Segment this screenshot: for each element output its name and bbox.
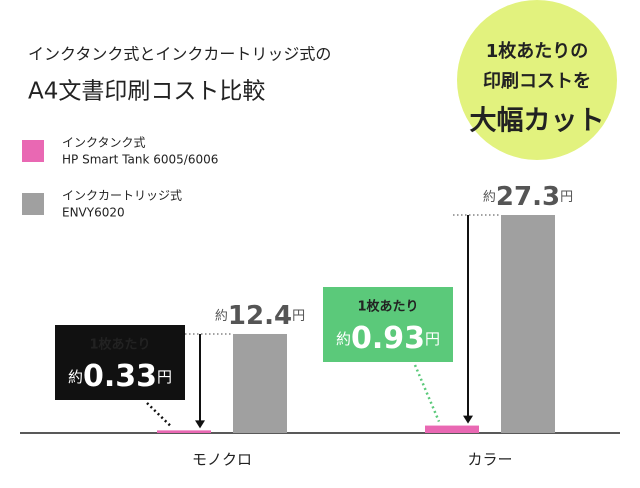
bar bbox=[425, 425, 479, 433]
legend-label: インクカートリッジ式 bbox=[62, 189, 182, 203]
legend-label: ENVY6020 bbox=[62, 206, 125, 220]
callout-connector bbox=[146, 402, 172, 428]
chart-title: インクタンク式とインクカートリッジ式の bbox=[28, 45, 331, 64]
value-label: 約27.3円 bbox=[483, 182, 573, 212]
value-label: 約0.93円 bbox=[336, 321, 440, 356]
badge-text: 印刷コストを bbox=[483, 71, 591, 92]
callout-header: 1枚あたり bbox=[89, 337, 150, 353]
callout-box bbox=[323, 287, 453, 362]
badge-text: 大幅カット bbox=[470, 106, 605, 137]
x-tick-label: モノクロ bbox=[192, 451, 252, 469]
chart-title: A4文書印刷コスト比較 bbox=[28, 79, 265, 105]
callout-connector bbox=[413, 364, 441, 423]
legend-swatch bbox=[22, 140, 44, 162]
callout-header: 1枚あたり bbox=[357, 299, 418, 315]
badge-text: 1枚あたりの bbox=[486, 40, 589, 62]
bar bbox=[233, 333, 287, 433]
legend-swatch bbox=[22, 193, 44, 215]
x-tick-label: カラー bbox=[467, 451, 512, 469]
badge bbox=[457, 0, 617, 160]
bar bbox=[501, 215, 555, 433]
value-label: 約12.4円 bbox=[215, 300, 305, 330]
callout-box bbox=[55, 325, 185, 400]
arrow-head bbox=[195, 420, 205, 429]
bar bbox=[157, 430, 211, 433]
value-label: 約0.33円 bbox=[68, 359, 172, 394]
legend-label: HP Smart Tank 6005/6006 bbox=[62, 153, 218, 167]
arrow-head bbox=[463, 415, 473, 424]
legend-label: インクタンク式 bbox=[62, 136, 146, 150]
